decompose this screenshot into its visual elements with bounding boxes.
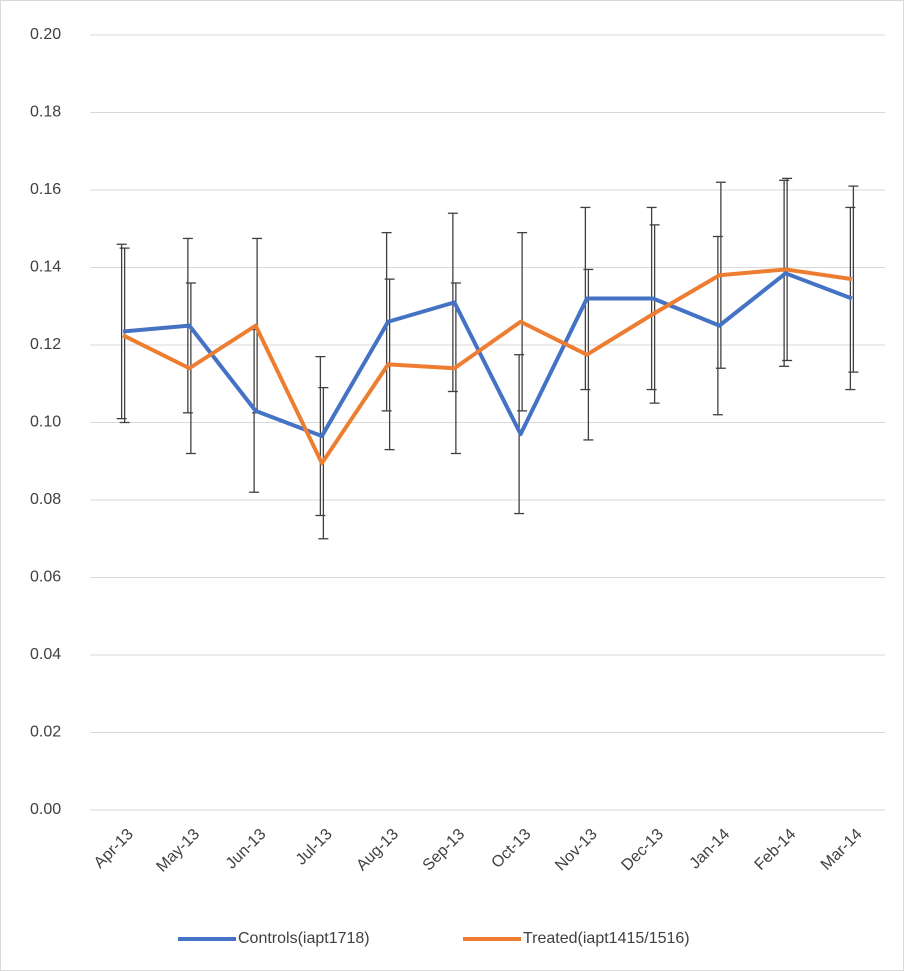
y-tick-label: 0.18 [30,104,61,121]
y-tick-label: 0.14 [30,259,61,276]
y-tick-label: 0.02 [30,724,61,741]
series-line [122,267,853,466]
y-tick-label: 0.06 [30,569,61,586]
y-tick-label: 0.16 [30,181,61,198]
y-tick-label: 0.20 [30,26,61,43]
y-tick-label: 0.00 [30,801,61,818]
y-tick-label: 0.08 [30,491,61,508]
y-tick-label: 0.04 [30,646,61,663]
series-line [122,271,853,439]
error-bar [848,185,859,373]
y-tick-label: 0.10 [30,414,61,431]
legend-label: Controls(iapt1718) [238,930,370,947]
legend-label: Treated(iapt1415/1516) [523,930,690,947]
y-tick-label: 0.12 [30,336,61,353]
